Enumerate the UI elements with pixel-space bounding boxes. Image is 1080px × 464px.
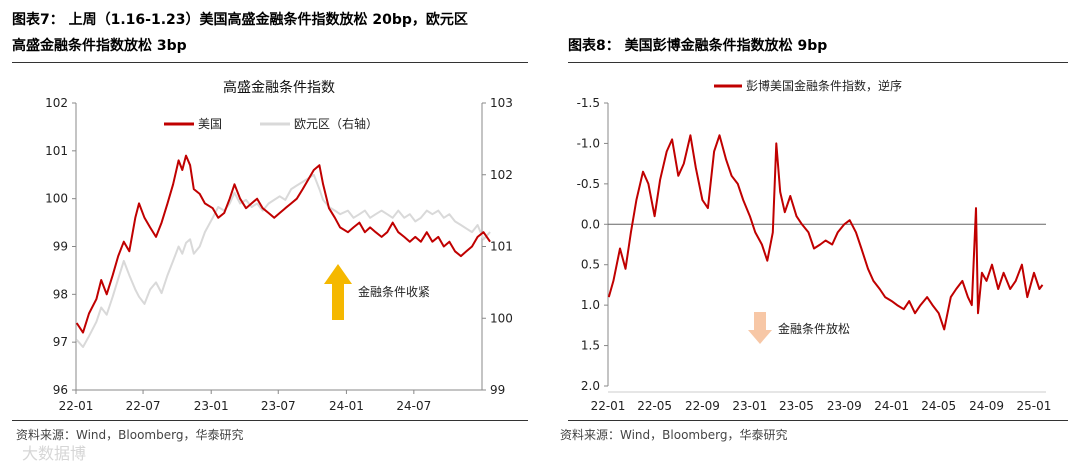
y-left-tick-label: 102 [45, 96, 68, 110]
x-tick-label: 24-01 [874, 399, 909, 413]
y-left-tick-label: 97 [53, 335, 68, 349]
y-left-tick-label: 96 [53, 383, 68, 397]
legend-label-us: 美国 [198, 117, 222, 131]
x-tick-label: 23-09 [827, 399, 862, 413]
x-tick-label: 23-01 [732, 399, 767, 413]
y-tick-label: 1.0 [581, 298, 600, 312]
right-figure: 图表8： 美国彭博金融条件指数放松 9bp -1.5 -1.0 -0.5 0.0 0.5… [556, 0, 1080, 461]
left-source: 资料来源：Wind，Bloomberg，华泰研究 [16, 428, 244, 442]
y-tick-label: 0.0 [581, 217, 600, 231]
x-tick-label: 22-09 [685, 399, 720, 413]
chart-title: 高盛金融条件指数 [223, 79, 335, 96]
series-line-euro [75, 173, 491, 348]
x-tick-label: 24-05 [921, 399, 956, 413]
y-right-tick-label: 101 [490, 240, 513, 254]
y-tick-label: -1.5 [577, 96, 600, 110]
watermark: 大数据博 [22, 444, 87, 463]
gs-fci-chart: 高盛金融条件指数 96 97 98 99 100 101 102 99 100 101 102 103 2… [45, 79, 513, 413]
y-right-tick-label: 99 [490, 383, 505, 397]
left-figure: 图表7： 上周（1.16-1.23）美国高盛金融条件指数放松 20bp，欧元区 … [0, 0, 540, 463]
right-source-rule [568, 420, 1068, 421]
x-tick-label: 22-05 [637, 399, 672, 413]
left-heading-line2: 高盛金融条件指数放松 3bp [12, 38, 187, 54]
x-tick-label: 24-09 [969, 399, 1004, 413]
tightening-arrow-icon [324, 264, 352, 320]
x-tick-label: 24-07 [396, 399, 431, 413]
y-left-tick-label: 100 [45, 192, 68, 206]
y-tick-label: 2.0 [581, 379, 600, 393]
left-heading-line1: 图表7： 上周（1.16-1.23）美国高盛金融条件指数放松 20bp，欧元区 [12, 12, 468, 28]
legend-label: 彭博美国金融条件指数，逆序 [746, 78, 902, 93]
y-right-tick-label: 103 [490, 96, 513, 110]
y-left-tick-label: 99 [53, 240, 68, 254]
x-tick-label: 22-07 [126, 399, 161, 413]
y-tick-label: -1.0 [577, 136, 600, 150]
y-left-tick-label: 98 [53, 287, 68, 301]
y-left-tick-label: 101 [45, 144, 68, 158]
left-heading-rule [12, 62, 528, 63]
x-tick-label: 23-05 [779, 399, 814, 413]
x-tick-label: 25-01 [1017, 399, 1052, 413]
bloomberg-fci-chart: -1.5 -1.0 -0.5 0.0 0.5 1.0 1.5 2.0 22-01 22-05 22-… [577, 78, 1052, 413]
series-line-us [75, 154, 491, 334]
right-heading-rule [568, 62, 1068, 63]
x-tick-label: 22-01 [59, 399, 94, 413]
legend-label-euro: 欧元区（右轴） [294, 116, 378, 131]
left-source-rule [12, 420, 528, 421]
annotation-label: 金融条件放松 [778, 321, 850, 336]
annotation-label: 金融条件收紧 [358, 284, 430, 299]
x-tick-label: 24-01 [329, 399, 364, 413]
y-tick-label: 1.5 [581, 339, 600, 353]
x-tick-label: 23-01 [194, 399, 229, 413]
y-right-tick-label: 100 [490, 311, 513, 325]
x-tick-label: 23-07 [261, 399, 296, 413]
easing-arrow-icon [748, 312, 772, 344]
y-tick-label: -0.5 [577, 177, 600, 191]
x-tick-label: 22-01 [591, 399, 626, 413]
series-line-bloomberg [607, 134, 1044, 331]
y-tick-label: 0.5 [581, 258, 600, 272]
y-right-tick-label: 102 [490, 168, 513, 182]
right-source: 资料来源：Wind，Bloomberg，华泰研究 [560, 428, 788, 442]
right-heading: 图表8： 美国彭博金融条件指数放松 9bp [568, 38, 828, 54]
